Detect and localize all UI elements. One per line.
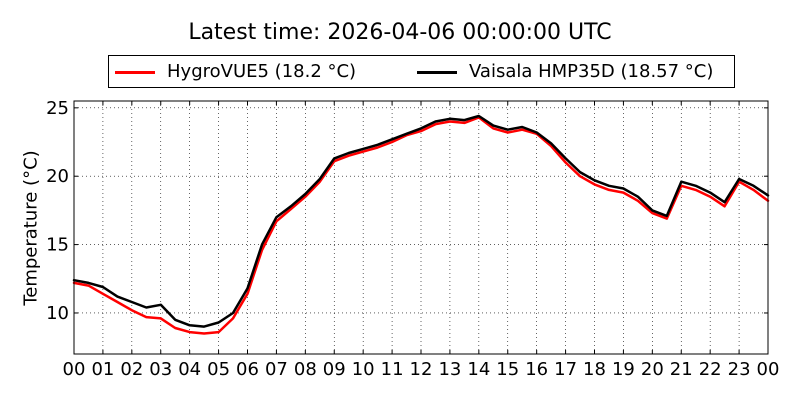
x-tick-label: 13: [438, 359, 461, 380]
grid: [74, 101, 768, 354]
series-line-hygrovue5: [72, 116, 770, 335]
legend-label-hygrovue5: HygroVUE5 (18.2 °C): [167, 61, 357, 82]
x-tick-label: 10: [352, 359, 375, 380]
y-tick-label: 10: [46, 303, 69, 324]
x-tick-label: 00: [63, 359, 86, 380]
y-tick-label: 25: [46, 98, 69, 119]
plot-frame: [73, 100, 769, 355]
x-tick-label: 02: [120, 359, 143, 380]
x-tick-label: 00: [757, 359, 780, 380]
x-tick-label: 04: [178, 359, 201, 380]
x-tick-label: 05: [207, 359, 230, 380]
x-tick-label: 16: [525, 359, 548, 380]
chart-title: Latest time: 2026-04-06 00:00:00 UTC: [188, 20, 612, 45]
x-tick-label: 17: [554, 359, 577, 380]
x-tick-label: 20: [641, 359, 664, 380]
ticks: 00 01 02 03 04 05 06 07 08 09 10 11 12 13 14 15 16 17 18 19…: [46, 98, 779, 380]
series-line-vaisala: [72, 114, 770, 328]
y-axis-label: Temperature (°C): [20, 150, 42, 306]
x-tick-label: 07: [265, 359, 288, 380]
series-lines: [72, 114, 770, 335]
x-tick-label: 19: [612, 359, 635, 380]
x-tick-label: 08: [294, 359, 317, 380]
x-tick-label: 12: [410, 359, 433, 380]
x-tick-label: 23: [728, 359, 751, 380]
x-tick-label: 11: [381, 359, 404, 380]
y-tick-label: 20: [46, 166, 69, 187]
x-tick-label: 06: [236, 359, 259, 380]
legend: HygroVUE5 (18.2 °C) Vaisala HMP35D (18.5…: [108, 55, 735, 88]
x-tick-label: 03: [149, 359, 172, 380]
legend-label-vaisala: Vaisala HMP35D (18.57 °C): [469, 61, 714, 82]
x-tick-label: 14: [467, 359, 490, 380]
x-tick-label: 01: [91, 359, 114, 380]
x-tick-label: 18: [583, 359, 606, 380]
legend-swatch-vaisala: [417, 71, 457, 74]
y-tick-label: 15: [46, 235, 69, 256]
legend-swatch-hygrovue5: [115, 71, 155, 74]
x-tick-label: 15: [496, 359, 519, 380]
x-tick-label: 09: [323, 359, 346, 380]
x-tick-label: 22: [699, 359, 722, 380]
x-tick-label: 21: [670, 359, 693, 380]
